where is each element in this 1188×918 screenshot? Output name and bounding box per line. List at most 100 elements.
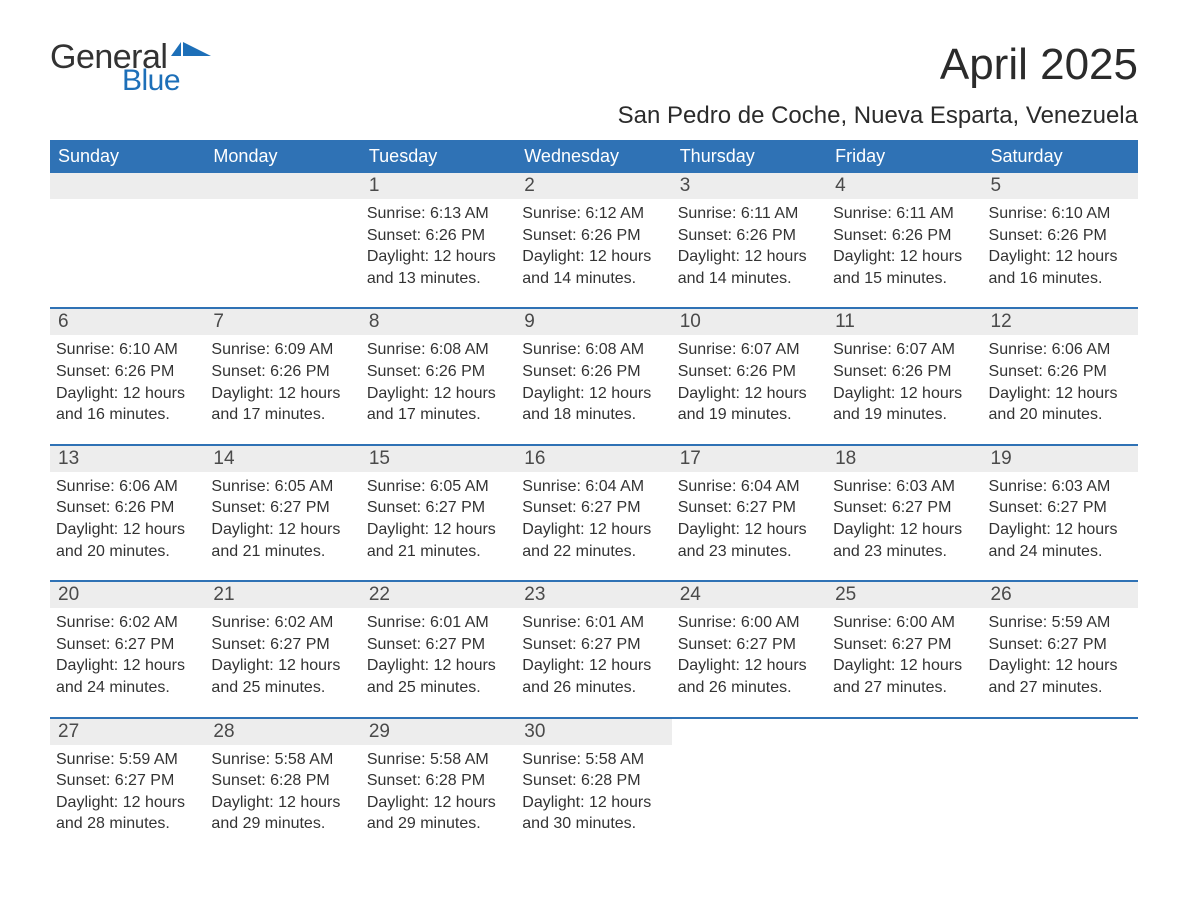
sunrise-text: Sunrise: 6:04 AM — [678, 476, 821, 498]
calendar-day: 12Sunrise: 6:06 AMSunset: 6:26 PMDayligh… — [983, 309, 1138, 433]
calendar-day: 20Sunrise: 6:02 AMSunset: 6:27 PMDayligh… — [50, 582, 205, 706]
calendar-day: 21Sunrise: 6:02 AMSunset: 6:27 PMDayligh… — [205, 582, 360, 706]
sunrise-text: Sunrise: 6:08 AM — [522, 339, 665, 361]
calendar-day: 13Sunrise: 6:06 AMSunset: 6:26 PMDayligh… — [50, 446, 205, 570]
daylight-text: Daylight: 12 hours — [367, 792, 510, 814]
day-body: Sunrise: 6:08 AMSunset: 6:26 PMDaylight:… — [367, 339, 510, 425]
daylight-text: Daylight: 12 hours — [522, 246, 665, 268]
day-body: Sunrise: 6:02 AMSunset: 6:27 PMDaylight:… — [211, 612, 354, 698]
daylight-text: Daylight: 12 hours — [678, 655, 821, 677]
sunset-text: Sunset: 6:28 PM — [211, 770, 354, 792]
sunset-text: Sunset: 6:26 PM — [989, 361, 1132, 383]
day-number-row: 1 — [361, 173, 516, 199]
day-body: Sunrise: 6:13 AMSunset: 6:26 PMDaylight:… — [367, 203, 510, 289]
sunset-text: Sunset: 6:26 PM — [522, 361, 665, 383]
day-number: 5 — [991, 175, 1002, 196]
sunset-text: Sunset: 6:27 PM — [367, 497, 510, 519]
day-number: 19 — [991, 448, 1012, 469]
sunrise-text: Sunrise: 6:08 AM — [367, 339, 510, 361]
calendar-day: 7Sunrise: 6:09 AMSunset: 6:26 PMDaylight… — [205, 309, 360, 433]
daylight-text: and 15 minutes. — [833, 268, 976, 290]
day-number: 28 — [213, 721, 234, 742]
sunrise-text: Sunrise: 6:10 AM — [56, 339, 199, 361]
day-number-row: 30 — [516, 719, 671, 745]
calendar-day: 18Sunrise: 6:03 AMSunset: 6:27 PMDayligh… — [827, 446, 982, 570]
day-number: 4 — [835, 175, 846, 196]
daylight-text: and 28 minutes. — [56, 813, 199, 835]
day-number-row: 5 — [983, 173, 1138, 199]
sunrise-text: Sunrise: 5:58 AM — [522, 749, 665, 771]
calendar-day: 1 Sunrise: 6:13 AMSunset: 6:26 PMDaylight… — [361, 173, 516, 297]
daylight-text: and 24 minutes. — [989, 541, 1132, 563]
day-body: Sunrise: 6:07 AMSunset: 6:26 PMDaylight:… — [678, 339, 821, 425]
day-body: Sunrise: 6:09 AMSunset: 6:26 PMDaylight:… — [211, 339, 354, 425]
day-body: Sunrise: 6:10 AMSunset: 6:26 PMDaylight:… — [56, 339, 199, 425]
sunrise-text: Sunrise: 6:01 AM — [367, 612, 510, 634]
day-number-row: 13 — [50, 446, 205, 472]
sunrise-text: Sunrise: 6:13 AM — [367, 203, 510, 225]
sunrise-text: Sunrise: 6:11 AM — [678, 203, 821, 225]
calendar-day — [205, 173, 360, 297]
day-number-row — [205, 173, 360, 199]
sunset-text: Sunset: 6:26 PM — [678, 361, 821, 383]
day-body: Sunrise: 5:59 AMSunset: 6:27 PMDaylight:… — [56, 749, 199, 835]
day-body: Sunrise: 6:01 AMSunset: 6:27 PMDaylight:… — [367, 612, 510, 698]
calendar-day — [827, 719, 982, 843]
sunrise-text: Sunrise: 6:12 AM — [522, 203, 665, 225]
day-body: Sunrise: 5:58 AMSunset: 6:28 PMDaylight:… — [522, 749, 665, 835]
day-number-row: 9 — [516, 309, 671, 335]
day-number-row: 27 — [50, 719, 205, 745]
sunrise-text: Sunrise: 6:07 AM — [833, 339, 976, 361]
day-number-row: 16 — [516, 446, 671, 472]
day-body: Sunrise: 5:58 AMSunset: 6:28 PMDaylight:… — [211, 749, 354, 835]
calendar-day: 3Sunrise: 6:11 AMSunset: 6:26 PMDaylight… — [672, 173, 827, 297]
day-number: 26 — [991, 584, 1012, 605]
sunrise-text: Sunrise: 6:11 AM — [833, 203, 976, 225]
daylight-text: and 25 minutes. — [367, 677, 510, 699]
day-number-row: 4 — [827, 173, 982, 199]
day-number: 9 — [524, 311, 535, 332]
sunset-text: Sunset: 6:26 PM — [56, 497, 199, 519]
day-number-row: 8 — [361, 309, 516, 335]
day-number: 17 — [680, 448, 701, 469]
daylight-text: and 14 minutes. — [522, 268, 665, 290]
sunset-text: Sunset: 6:27 PM — [367, 634, 510, 656]
sunrise-text: Sunrise: 5:58 AM — [367, 749, 510, 771]
week-row: 6Sunrise: 6:10 AMSunset: 6:26 PMDaylight… — [50, 307, 1138, 433]
calendar-day: 17Sunrise: 6:04 AMSunset: 6:27 PMDayligh… — [672, 446, 827, 570]
day-number-row: 19 — [983, 446, 1138, 472]
header: General Blue April 2025 — [50, 40, 1138, 96]
calendar-day: 16Sunrise: 6:04 AMSunset: 6:27 PMDayligh… — [516, 446, 671, 570]
calendar-day: 6Sunrise: 6:10 AMSunset: 6:26 PMDaylight… — [50, 309, 205, 433]
day-number-row: 18 — [827, 446, 982, 472]
day-number-row: 10 — [672, 309, 827, 335]
sunrise-text: Sunrise: 6:02 AM — [56, 612, 199, 634]
sunset-text: Sunset: 6:27 PM — [989, 634, 1132, 656]
sunset-text: Sunset: 6:26 PM — [367, 361, 510, 383]
sunrise-text: Sunrise: 6:06 AM — [989, 339, 1132, 361]
calendar-day: 4Sunrise: 6:11 AMSunset: 6:26 PMDaylight… — [827, 173, 982, 297]
sunrise-text: Sunrise: 5:58 AM — [211, 749, 354, 771]
day-body: Sunrise: 6:05 AMSunset: 6:27 PMDaylight:… — [211, 476, 354, 562]
sunset-text: Sunset: 6:27 PM — [56, 634, 199, 656]
daylight-text: and 20 minutes. — [989, 404, 1132, 426]
daylight-text: Daylight: 12 hours — [989, 519, 1132, 541]
sunset-text: Sunset: 6:27 PM — [989, 497, 1132, 519]
daylight-text: Daylight: 12 hours — [522, 792, 665, 814]
day-number-row: 14 — [205, 446, 360, 472]
sunset-text: Sunset: 6:27 PM — [678, 634, 821, 656]
sunrise-text: Sunrise: 6:00 AM — [678, 612, 821, 634]
sunrise-text: Sunrise: 6:03 AM — [833, 476, 976, 498]
sunrise-text: Sunrise: 6:06 AM — [56, 476, 199, 498]
sunrise-text: Sunrise: 6:01 AM — [522, 612, 665, 634]
day-body: Sunrise: 6:08 AMSunset: 6:26 PMDaylight:… — [522, 339, 665, 425]
daylight-text: Daylight: 12 hours — [367, 519, 510, 541]
daylight-text: Daylight: 12 hours — [678, 519, 821, 541]
day-number: 25 — [835, 584, 856, 605]
daylight-text: Daylight: 12 hours — [56, 383, 199, 405]
location-text: San Pedro de Coche, Nueva Esparta, Venez… — [50, 102, 1138, 130]
day-number-row: 22 — [361, 582, 516, 608]
weekday-tue: Tuesday — [361, 140, 516, 173]
daylight-text: Daylight: 12 hours — [522, 383, 665, 405]
daylight-text: Daylight: 12 hours — [833, 246, 976, 268]
